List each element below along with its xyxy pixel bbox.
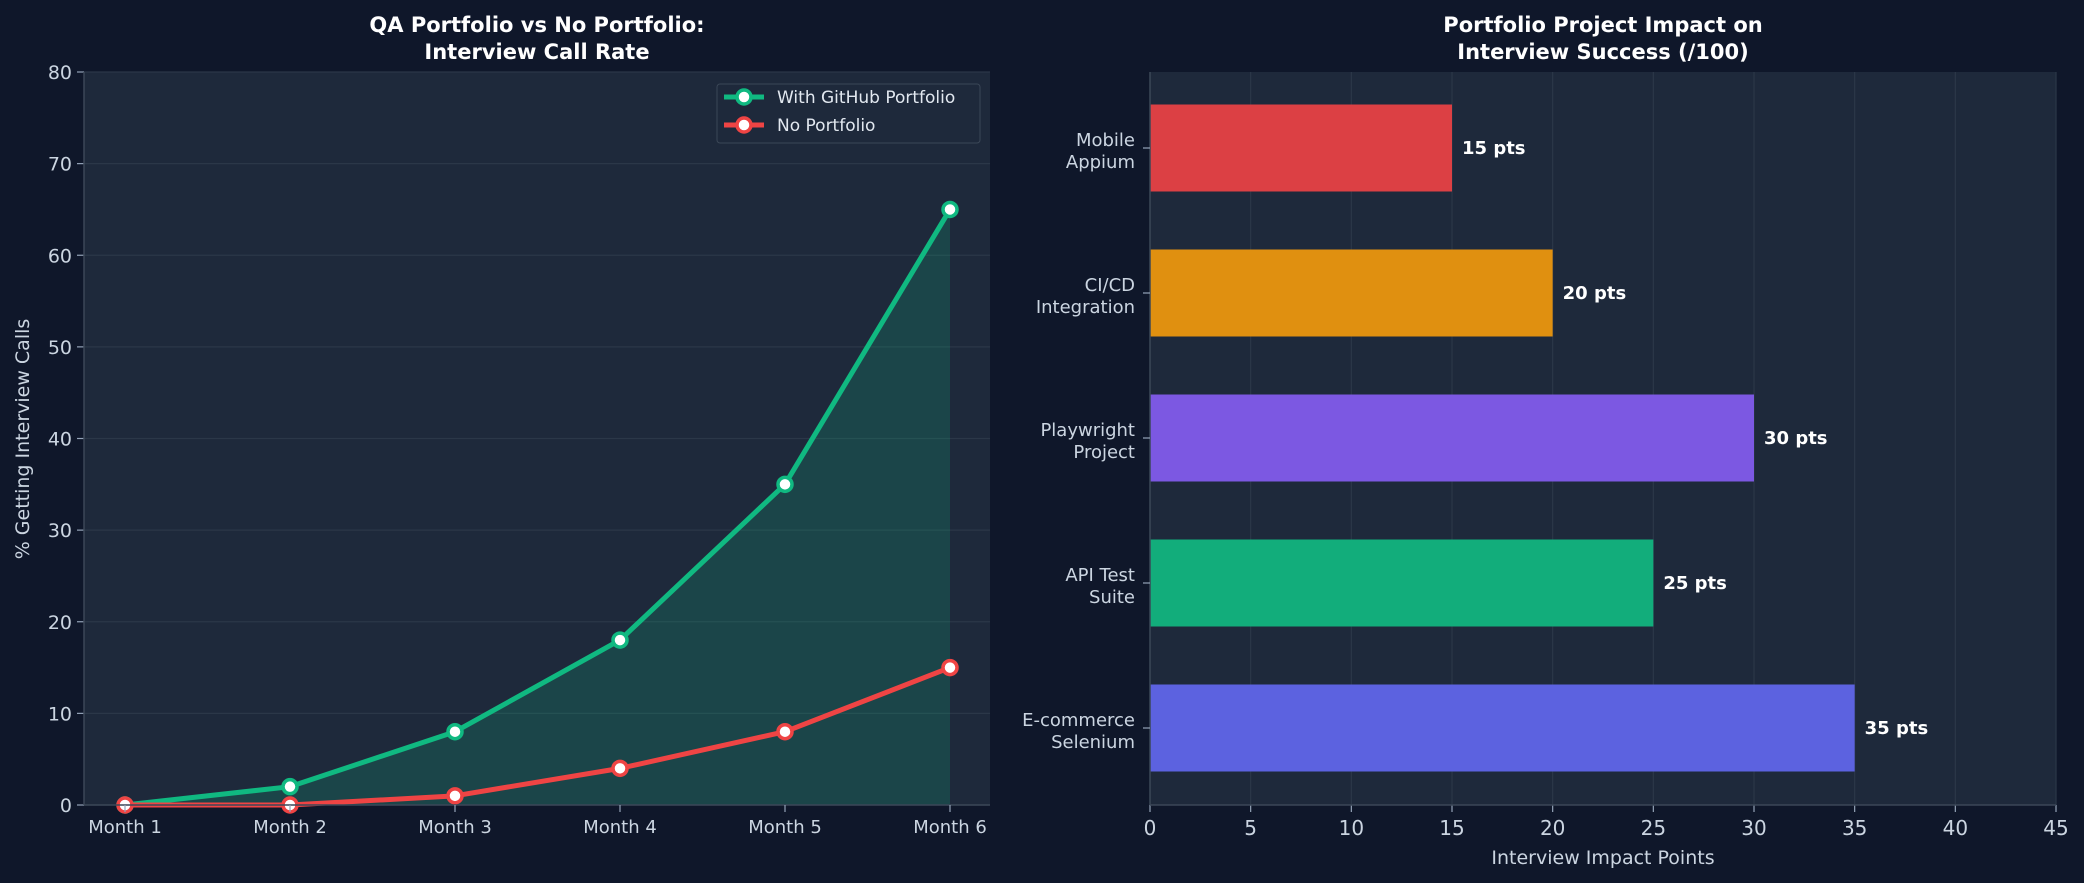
bar xyxy=(1150,394,1754,482)
legend-frame xyxy=(716,83,981,144)
y-tick-label: Playwright xyxy=(1040,420,1135,441)
legend-item-no-portfolio: No Portfolio xyxy=(724,116,875,136)
x-tick-label: 0 xyxy=(1144,816,1157,840)
data-point xyxy=(941,658,959,677)
data-point xyxy=(446,787,464,805)
y-tick-label: CI/CD xyxy=(1085,275,1135,296)
y-tick-label: 60 xyxy=(48,245,72,267)
bar xyxy=(1150,539,1654,627)
line-chart-gridlines xyxy=(84,71,990,806)
y-tick-label: 10 xyxy=(48,703,72,725)
series-area-fill xyxy=(125,209,950,805)
bar xyxy=(1150,684,1855,772)
x-tick-label: Month 5 xyxy=(748,817,822,838)
x-tick-label: 20 xyxy=(1540,816,1565,840)
y-tick-label: Integration xyxy=(1036,297,1135,318)
y-tick-label: 70 xyxy=(48,154,72,176)
bar xyxy=(1150,104,1452,192)
x-tick-label: 35 xyxy=(1842,816,1867,840)
x-tick-label: Month 2 xyxy=(253,817,327,838)
x-tick-label: Month 6 xyxy=(913,817,987,838)
data-point xyxy=(776,475,794,494)
data-point xyxy=(446,722,464,741)
x-tick-label: Month 1 xyxy=(88,817,162,838)
y-tick-label: 40 xyxy=(48,429,72,451)
x-tick-label: Month 3 xyxy=(418,817,492,838)
line-chart-title-line-1: QA Portfolio vs No Portfolio: xyxy=(369,13,704,37)
y-tick-label: E-commerce xyxy=(1022,710,1135,731)
y-tick-label: Suite xyxy=(1089,587,1135,608)
data-point xyxy=(776,722,794,741)
x-tick-label: 30 xyxy=(1741,816,1766,840)
data-point xyxy=(611,759,629,778)
legend-marker-no-portfolio xyxy=(735,116,753,134)
bar-chart-title-line-2: Interview Success (/100) xyxy=(1457,40,1748,64)
data-point xyxy=(281,777,299,796)
y-tick-label: 30 xyxy=(48,520,72,542)
x-tick-label: 10 xyxy=(1339,816,1364,840)
line-chart-axes: 0 10 20 30 40 50 60 70 80 Month 1 Month 2 Month 3 Mo… xyxy=(48,62,990,838)
y-tick-label: Selenium xyxy=(1051,732,1135,753)
bar-value-label: 25 pts xyxy=(1663,573,1727,594)
y-tick-label: Appium xyxy=(1066,152,1135,173)
bar-chart-x-axis-label: Interview Impact Points xyxy=(1491,847,1714,869)
x-tick-label: 15 xyxy=(1439,816,1464,840)
bar-value-label: 35 pts xyxy=(1865,718,1929,739)
bar-chart: Portfolio Project Impact on Interview Su… xyxy=(1022,13,2069,869)
line-chart: QA Portfolio vs No Portfolio: Interview … xyxy=(12,13,990,838)
legend-label-with-portfolio: With GitHub Portfolio xyxy=(777,88,955,108)
legend-marker-with-portfolio xyxy=(735,88,753,106)
line-chart-title-line-2: Interview Call Rate xyxy=(424,40,649,64)
bar-chart-title-line-1: Portfolio Project Impact on xyxy=(1443,13,1762,37)
bar-value-label: 15 pts xyxy=(1462,138,1526,159)
x-tick-label: 40 xyxy=(1943,816,1968,840)
line-chart-legend: With GitHub Portfolio No Portfolio xyxy=(716,83,981,144)
x-tick-label: 25 xyxy=(1641,816,1666,840)
x-tick-label: Month 4 xyxy=(583,817,657,838)
legend-item-with-portfolio: With GitHub Portfolio xyxy=(724,88,955,108)
y-tick-label: Project xyxy=(1073,442,1135,463)
bar-value-label: 30 pts xyxy=(1764,428,1828,449)
y-tick-label: Mobile xyxy=(1076,130,1135,151)
data-point xyxy=(611,631,629,649)
x-tick-label: 45 xyxy=(2043,816,2068,840)
bar-value-label: 20 pts xyxy=(1563,283,1627,304)
bar xyxy=(1150,249,1553,337)
y-tick-label: 80 xyxy=(48,62,72,84)
y-tick-label: API Test xyxy=(1065,565,1135,586)
data-point xyxy=(941,200,959,219)
series-line xyxy=(122,206,953,808)
y-tick-label: 20 xyxy=(48,612,72,634)
y-tick-label: 0 xyxy=(60,795,72,817)
x-tick-label: 5 xyxy=(1244,816,1257,840)
legend-label-no-portfolio: No Portfolio xyxy=(777,116,875,136)
line-chart-y-axis-label: % Getting Interview Calls xyxy=(12,319,34,560)
bar-chart-bars: 15 pts 20 pts 30 pts 25 pts 35 pts xyxy=(1150,104,1929,772)
y-tick-label: 50 xyxy=(48,337,72,359)
